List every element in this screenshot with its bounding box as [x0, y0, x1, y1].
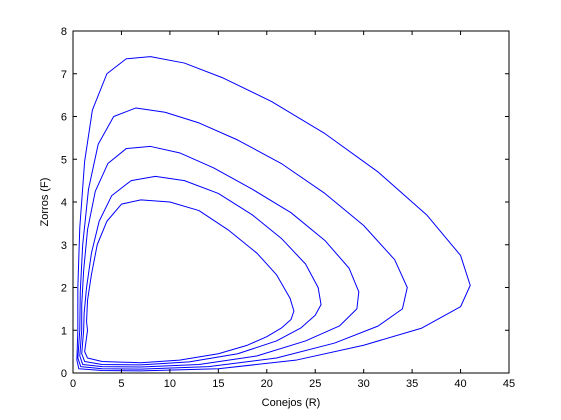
x-tick-label: 0: [70, 378, 76, 390]
y-tick-label: 2: [61, 283, 67, 295]
x-tick-label: 30: [358, 378, 370, 390]
x-tick-label: 45: [503, 378, 515, 390]
x-tick-label: 35: [406, 378, 418, 390]
x-tick-label: 10: [164, 378, 176, 390]
y-tick-label: 8: [61, 26, 67, 38]
y-tick-label: 4: [61, 197, 67, 209]
orbit-line-3: [79, 145, 360, 368]
orbit-line-1: [84, 199, 295, 364]
series-layer: [76, 56, 471, 372]
y-tick-label: 7: [61, 69, 67, 81]
x-tick-label: 5: [118, 378, 124, 390]
x-tick-label: 40: [454, 378, 466, 390]
orbit-line-5: [76, 56, 471, 372]
x-tick-label: 15: [212, 378, 224, 390]
x-axis-title: Conejos (R): [262, 397, 321, 409]
y-tick-label: 6: [61, 112, 67, 124]
x-tick-label: 20: [261, 378, 273, 390]
orbit-line-4: [77, 107, 408, 370]
x-tick-label: 25: [309, 378, 321, 390]
y-tick-label: 5: [61, 154, 67, 166]
y-axis-title: Zorros (F): [39, 178, 51, 227]
orbit-line-2: [81, 175, 322, 366]
y-tick-label: 1: [61, 325, 67, 337]
y-tick-label: 3: [61, 240, 67, 252]
y-tick-label: 0: [61, 368, 67, 380]
